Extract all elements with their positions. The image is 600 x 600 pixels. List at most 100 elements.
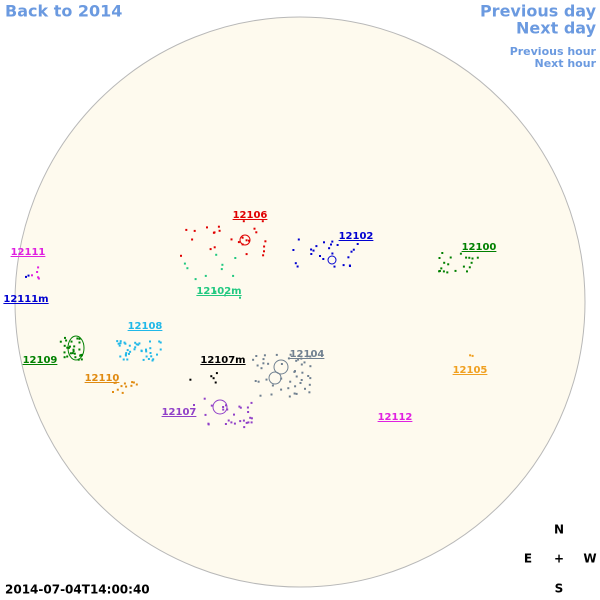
sunspot	[248, 239, 250, 242]
sunspot	[270, 393, 273, 396]
sunspot	[462, 265, 465, 268]
next-hour-link[interactable]: Next hour	[535, 57, 597, 70]
sunspot	[242, 419, 245, 422]
region-label[interactable]: 12105	[453, 365, 488, 376]
sunspot	[124, 342, 127, 345]
sunspot	[76, 337, 79, 340]
region-label[interactable]: 12111m	[3, 294, 48, 305]
sunspot	[73, 345, 76, 348]
sunspot	[312, 249, 315, 252]
sunspot	[255, 355, 258, 357]
sunspot	[203, 397, 206, 400]
next-day-link[interactable]: Next day	[516, 19, 597, 38]
sunspot	[476, 256, 479, 259]
sunspot	[280, 388, 283, 391]
sunspot	[214, 381, 217, 384]
region-label[interactable]: 12104	[290, 349, 325, 360]
sunspot	[134, 346, 137, 349]
sunspot	[238, 405, 241, 408]
sunspot	[441, 252, 444, 254]
sunspot	[123, 341, 126, 344]
region-label[interactable]: 12100	[462, 242, 497, 253]
sunspot	[438, 257, 441, 259]
sunspot	[333, 265, 336, 268]
sunspot	[145, 350, 148, 353]
region-label[interactable]: 12108	[128, 321, 163, 332]
sunspot	[193, 229, 196, 232]
sunspot	[308, 391, 311, 394]
sunspot	[471, 354, 474, 357]
sunspot	[78, 348, 81, 351]
sunspot	[209, 248, 212, 251]
sunspot	[224, 423, 227, 425]
region-label[interactable]: 12106	[233, 210, 268, 221]
previous-hour-link[interactable]: Previous hour	[510, 45, 597, 58]
region-label[interactable]: 12107m	[200, 355, 245, 366]
sunspot	[126, 358, 129, 361]
sunspot	[233, 413, 235, 416]
sunspot	[299, 382, 302, 384]
sunspot	[125, 352, 128, 355]
sunspot	[356, 243, 359, 245]
sunspot	[135, 343, 138, 346]
sunspot	[319, 255, 321, 257]
sunspot	[117, 342, 120, 345]
sunspot	[237, 241, 240, 244]
sunspot	[230, 421, 233, 424]
sunspot	[145, 348, 147, 351]
region-label[interactable]: 12112	[378, 412, 413, 423]
sunspot	[204, 413, 207, 416]
sunspot	[245, 421, 248, 424]
region-label[interactable]: 12109	[23, 355, 58, 366]
sunspot	[257, 380, 260, 383]
sunspot	[250, 421, 253, 424]
sunspot	[328, 247, 331, 250]
sunspot	[67, 346, 70, 349]
sunspot	[213, 246, 216, 249]
sunspot	[297, 358, 300, 361]
sunspot	[241, 236, 244, 239]
sunspot	[275, 353, 278, 356]
sunspot	[454, 269, 457, 272]
sunspot	[116, 388, 119, 391]
sunspot	[263, 354, 266, 357]
sunspot	[252, 358, 255, 361]
region-label[interactable]: 12107	[162, 407, 197, 418]
sunspot	[303, 361, 306, 364]
sunspot	[288, 395, 291, 398]
region-label[interactable]: 12110	[85, 373, 120, 384]
back-link[interactable]: Back to 2014	[5, 2, 122, 21]
sunspot	[233, 422, 236, 425]
sunspot	[352, 248, 355, 251]
sunspot-ring	[268, 371, 282, 385]
compass-center: +	[554, 552, 564, 566]
sunspot	[227, 419, 230, 422]
sunspot	[126, 349, 129, 352]
previous-day-link[interactable]: Previous day	[480, 2, 597, 21]
sunspot	[134, 341, 137, 344]
sunspot	[78, 337, 81, 340]
sunspot	[152, 358, 155, 361]
sunspot	[151, 359, 154, 362]
sunspot	[262, 358, 265, 361]
region-label[interactable]: 12111	[11, 247, 46, 258]
region-label[interactable]: 12102m	[196, 286, 241, 297]
compass-west: W	[583, 552, 596, 566]
sunspot	[37, 276, 40, 279]
sunspot	[142, 358, 145, 361]
sunspot	[158, 340, 161, 343]
sunspot	[342, 264, 345, 267]
sunspot	[267, 362, 270, 365]
sunspot	[443, 261, 446, 264]
sunspot	[242, 220, 245, 223]
sunspot	[232, 274, 235, 277]
sunspot	[309, 355, 312, 358]
sunspot	[128, 344, 131, 347]
sunspot	[118, 344, 121, 347]
sunspot	[69, 345, 71, 348]
sunspot	[230, 238, 233, 241]
sunspot	[247, 421, 250, 424]
sunspot	[215, 253, 218, 256]
sunspot	[217, 225, 220, 228]
region-label[interactable]: 12102	[339, 231, 374, 242]
